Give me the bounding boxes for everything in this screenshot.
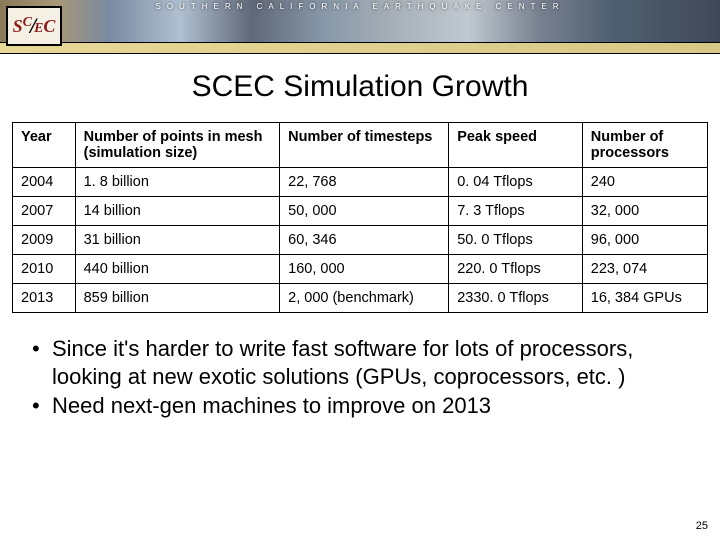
logo-letter-c2: C: [43, 16, 55, 37]
table-cell: 32, 000: [582, 197, 707, 226]
banner-gold-stripe: [0, 42, 720, 54]
table-cell: 60, 346: [280, 226, 449, 255]
table-cell: 2007: [13, 197, 76, 226]
table-cell: 223, 074: [582, 255, 707, 284]
table-cell: 2010: [13, 255, 76, 284]
table-row: 20041. 8 billion22, 7680. 04 Tflops240: [13, 168, 708, 197]
slide-title: SCEC Simulation Growth: [0, 70, 720, 104]
table-cell: 2, 000 (benchmark): [280, 284, 449, 313]
table-cell: 2330. 0 Tflops: [449, 284, 583, 313]
table-cell: 96, 000: [582, 226, 707, 255]
banner-photo-strip: SOUTHERN CALIFORNIA EARTHQUAKE CENTER: [0, 0, 720, 42]
col-header-timesteps: Number of timesteps: [280, 123, 449, 168]
table-cell: 22, 768: [280, 168, 449, 197]
table-cell: 7. 3 Tflops: [449, 197, 583, 226]
table-cell: 859 billion: [75, 284, 280, 313]
table-cell: 31 billion: [75, 226, 280, 255]
logo-letter-s: S: [13, 16, 23, 37]
simulation-growth-table: Year Number of points in mesh (simulatio…: [12, 122, 708, 313]
bullet-item: Need next-gen machines to improve on 201…: [30, 392, 690, 420]
table-row: 200931 billion60, 34650. 0 Tflops96, 000: [13, 226, 708, 255]
col-header-mesh: Number of points in mesh (simulation siz…: [75, 123, 280, 168]
table-cell: 2013: [13, 284, 76, 313]
table-cell: 50, 000: [280, 197, 449, 226]
table-header-row: Year Number of points in mesh (simulatio…: [13, 123, 708, 168]
table-row: 200714 billion50, 0007. 3 Tflops32, 000: [13, 197, 708, 226]
table-cell: 0. 04 Tflops: [449, 168, 583, 197]
table-row: 2010440 billion160, 000220. 0 Tflops223,…: [13, 255, 708, 284]
table-cell: 160, 000: [280, 255, 449, 284]
bullet-item: Since it's harder to write fast software…: [30, 335, 690, 390]
logo-letter-c: C: [23, 15, 32, 31]
table-cell: 14 billion: [75, 197, 280, 226]
slide-number: 25: [696, 520, 708, 532]
col-header-peak: Peak speed: [449, 123, 583, 168]
table-cell: 220. 0 Tflops: [449, 255, 583, 284]
banner-org-label: SOUTHERN CALIFORNIA EARTHQUAKE CENTER: [0, 2, 720, 11]
scec-logo: S C / E C: [6, 6, 62, 46]
table-cell: 16, 384 GPUs: [582, 284, 707, 313]
bullet-list: Since it's harder to write fast software…: [30, 335, 690, 420]
col-header-year: Year: [13, 123, 76, 168]
table-cell: 440 billion: [75, 255, 280, 284]
logo-letter-e: E: [34, 21, 43, 37]
table-cell: 240: [582, 168, 707, 197]
table-cell: 2009: [13, 226, 76, 255]
table-row: 2013859 billion2, 000 (benchmark)2330. 0…: [13, 284, 708, 313]
header-banner: SOUTHERN CALIFORNIA EARTHQUAKE CENTER S …: [0, 0, 720, 54]
table-cell: 50. 0 Tflops: [449, 226, 583, 255]
table-cell: 2004: [13, 168, 76, 197]
col-header-processors: Number of processors: [582, 123, 707, 168]
table-cell: 1. 8 billion: [75, 168, 280, 197]
